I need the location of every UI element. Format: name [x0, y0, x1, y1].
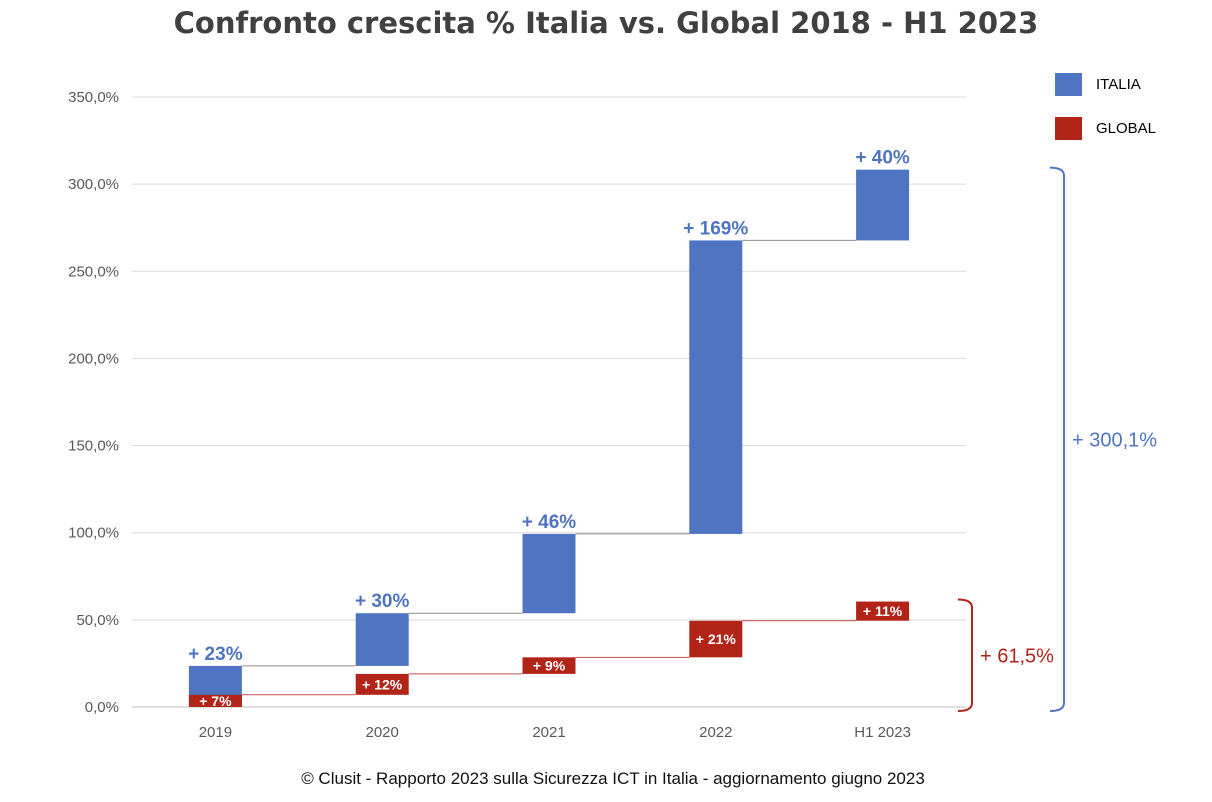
legend-swatch-italia [1055, 72, 1082, 96]
bar-global [522, 657, 576, 674]
x-tick-label: 2019 [199, 724, 232, 741]
y-tick-label: 200,0% [68, 350, 119, 367]
bracket-italia [1049, 166, 1065, 712]
bracket-label-italia: + 300,1% [1072, 429, 1157, 451]
legend-item-global: GLOBAL [1055, 106, 1156, 150]
bracket-label-global: + 61,5% [980, 645, 1054, 667]
bar-global [355, 673, 409, 695]
data-label-global: + 9% [533, 658, 566, 674]
source-footer: © Clusit - Rapporto 2023 sulla Sicurezza… [301, 769, 925, 788]
data-label-global: + 21% [696, 631, 737, 647]
bracket-global [957, 598, 973, 712]
y-tick-label: 250,0% [68, 263, 119, 280]
legend: ITALIA GLOBAL [1055, 62, 1156, 150]
y-tick-label: 100,0% [68, 525, 119, 542]
data-label-global: + 11% [863, 603, 903, 619]
x-tick-label: H1 2023 [854, 724, 911, 741]
bar-global [689, 620, 743, 658]
bar-global [188, 694, 242, 707]
x-tick-label: 2022 [699, 724, 732, 741]
y-tick-label: 300,0% [68, 176, 119, 193]
x-tick-label: 2021 [532, 724, 565, 741]
legend-label-italia: ITALIA [1096, 75, 1141, 93]
data-label-italia: + 30% [355, 591, 410, 612]
data-label-italia: + 40% [855, 148, 910, 169]
data-label-global: + 12% [362, 676, 403, 692]
legend-item-italia: ITALIA [1055, 62, 1156, 106]
data-label-global: + 7% [199, 693, 232, 709]
data-label-italia: + 169% [683, 218, 748, 239]
bar-italia [522, 533, 576, 614]
data-label-italia: + 23% [188, 644, 243, 665]
data-label-italia: + 46% [522, 512, 577, 533]
y-tick-label: 0,0% [85, 699, 119, 716]
chart-title: Confronto crescita % Italia vs. Global 2… [173, 6, 1039, 40]
x-tick-label: 2020 [366, 724, 399, 741]
bar-italia [856, 169, 910, 241]
bar-italia [355, 613, 409, 666]
bar-italia [689, 240, 743, 534]
bar-global [856, 601, 910, 621]
legend-swatch-global [1055, 116, 1082, 140]
y-tick-label: 150,0% [68, 438, 119, 455]
y-tick-label: 350,0% [68, 89, 119, 106]
legend-label-global: GLOBAL [1096, 119, 1157, 137]
y-tick-label: 50,0% [76, 612, 119, 629]
